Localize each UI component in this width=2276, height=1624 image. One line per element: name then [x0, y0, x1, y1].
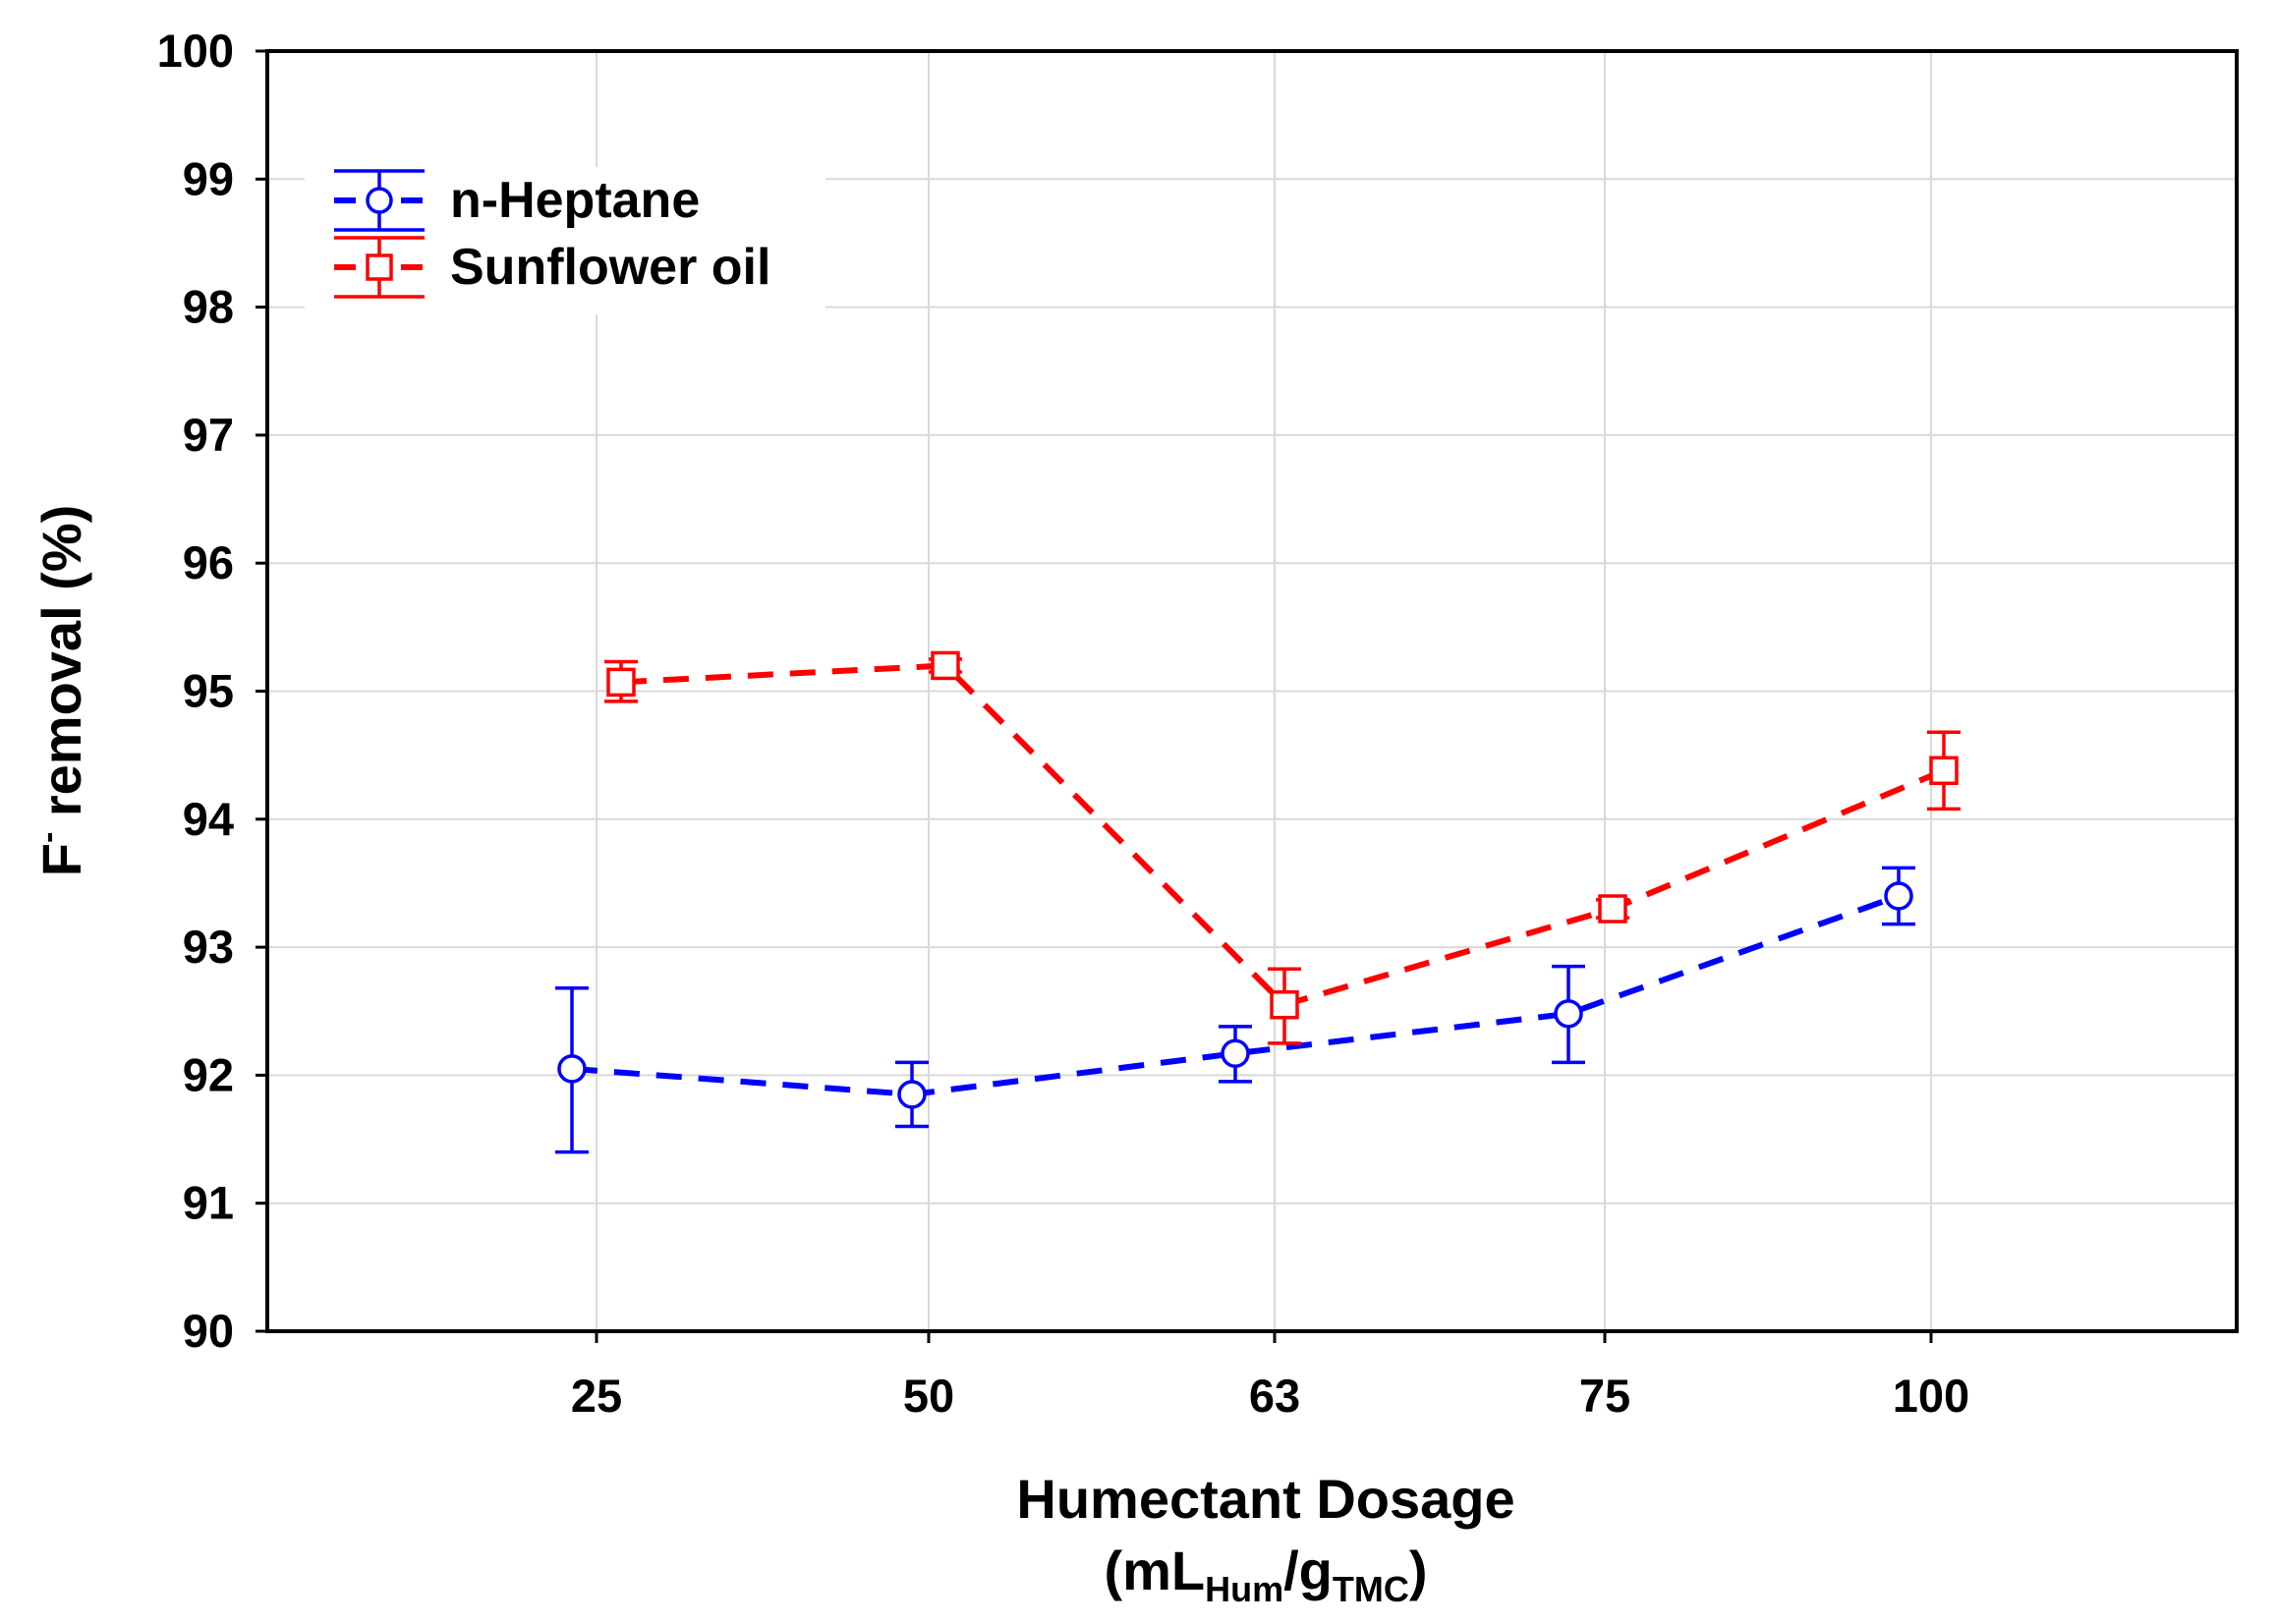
legend-entry-n-heptane: n-Heptane: [334, 169, 700, 232]
y-tick-label: 100: [157, 25, 234, 77]
y-axis-label: F- removal (%): [29, 505, 92, 877]
data-point: [1884, 881, 1913, 911]
series-n-heptane: [555, 866, 1915, 1154]
y-tick-label: 99: [183, 152, 234, 204]
y-axis-ticks: 90 91 92 93 94 95 96 97 98 99 100: [157, 25, 267, 1357]
legend-label: Sunflower oil: [450, 239, 770, 296]
y-tick-label: 93: [183, 921, 234, 973]
legend-label: n-Heptane: [450, 172, 700, 229]
x-tick-label: 63: [1249, 1370, 1300, 1422]
data-point: [1270, 989, 1299, 1020]
plot-area-frame: [265, 49, 2239, 1333]
x-tick-label: 100: [1893, 1370, 1969, 1422]
data-point: [1221, 1038, 1250, 1068]
legend-marker-square: [366, 253, 393, 281]
x-tick-label: 25: [571, 1370, 622, 1422]
y-tick-label: 96: [183, 536, 234, 588]
x-tick-label: 75: [1579, 1370, 1630, 1422]
data-point: [606, 667, 636, 698]
y-tick-label: 97: [183, 409, 234, 461]
legend-background: [305, 167, 825, 314]
y-tick-label: 92: [183, 1048, 234, 1100]
series-line-n-heptane: [571, 893, 1901, 1097]
data-point: [1598, 894, 1627, 924]
data-point: [931, 650, 960, 681]
y-tick-label: 95: [183, 665, 234, 717]
legend: n-Heptane Sunflower oil: [305, 167, 825, 314]
data-point: [897, 1080, 927, 1109]
x-tick-label: 50: [903, 1370, 954, 1422]
x-axis-ticks: 25 50 63 75 100: [571, 1331, 1969, 1422]
data-point: [1554, 999, 1583, 1029]
legend-entry-sunflower-oil: Sunflower oil: [334, 236, 770, 299]
x-axis-label: Humectant Dosage: [1016, 1468, 1514, 1530]
data-point: [557, 1054, 587, 1084]
y-tick-label: 94: [183, 793, 234, 845]
y-tick-label: 98: [183, 281, 234, 333]
data-point: [1929, 756, 1959, 786]
legend-marker-circle: [366, 187, 393, 214]
x-axis-unit-label: (mLHum/gTMC): [1104, 1540, 1427, 1609]
series-sunflower-oil: [604, 650, 1961, 1045]
y-tick-label: 90: [183, 1305, 234, 1357]
series-group: [555, 650, 1961, 1154]
y-tick-label: 91: [183, 1177, 234, 1229]
